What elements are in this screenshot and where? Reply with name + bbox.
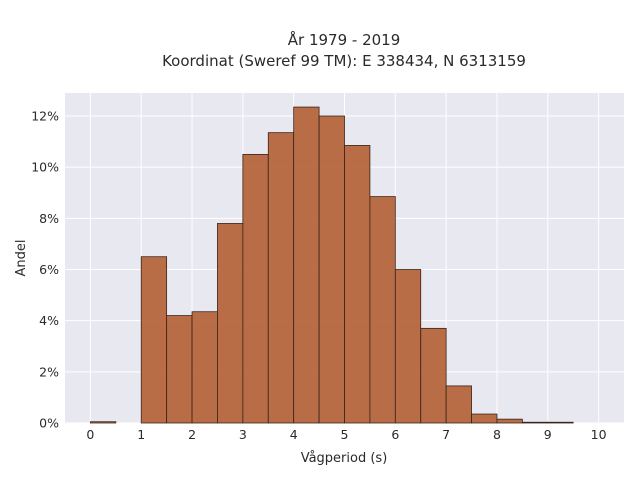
chart-title-line-1: År 1979 - 2019	[288, 30, 401, 49]
histogram-bar	[90, 421, 117, 424]
y-tick-label: 4%	[39, 313, 59, 328]
histogram-bar	[420, 327, 447, 424]
y-tick-label: 12%	[31, 109, 59, 124]
y-tick-label: 10%	[31, 160, 59, 175]
x-tick-label: 10	[591, 427, 607, 442]
x-axis-label: Vågperiod (s)	[301, 451, 388, 466]
histogram-bar	[496, 418, 523, 424]
x-tick-label: 5	[341, 427, 349, 442]
histogram-bar	[267, 132, 295, 424]
histogram-bar	[394, 269, 422, 424]
histogram-bar	[471, 413, 498, 424]
y-axis-ticks: 0% 2% 4% 6% 8% 10% 12%	[31, 109, 59, 431]
x-axis-ticks: 0 1 2 3 4 5 6 7 8 9 10	[86, 427, 606, 442]
histogram-bar	[521, 421, 549, 424]
histogram-bar	[166, 315, 193, 424]
histogram-bar	[293, 106, 320, 424]
bars	[90, 106, 574, 424]
histogram-bar	[217, 223, 244, 424]
histogram-bar	[140, 256, 168, 424]
histogram-bar	[547, 421, 574, 424]
histogram-bar	[191, 311, 218, 424]
x-tick-label: 8	[493, 427, 501, 442]
x-tick-label: 2	[188, 427, 196, 442]
histogram-bar	[445, 385, 472, 424]
y-tick-label: 2%	[39, 364, 59, 379]
x-tick-label: 6	[391, 427, 399, 442]
x-tick-label: 4	[290, 427, 298, 442]
y-tick-label: 6%	[39, 262, 59, 277]
x-tick-label: 9	[544, 427, 552, 442]
histogram-bar	[344, 145, 371, 424]
y-tick-label: 8%	[39, 211, 59, 226]
x-tick-label: 7	[442, 427, 450, 442]
histogram-bar	[318, 115, 345, 424]
histogram-bar	[369, 196, 396, 424]
x-tick-label: 3	[239, 427, 247, 442]
x-tick-label: 0	[86, 427, 94, 442]
x-tick-label: 1	[137, 427, 145, 442]
y-tick-label: 0%	[39, 416, 59, 431]
y-axis-label: Andel	[14, 240, 29, 277]
chart-title-line-2: Koordinat (Sweref 99 TM): E 338434, N 63…	[162, 52, 526, 70]
histogram-bar	[242, 153, 269, 424]
